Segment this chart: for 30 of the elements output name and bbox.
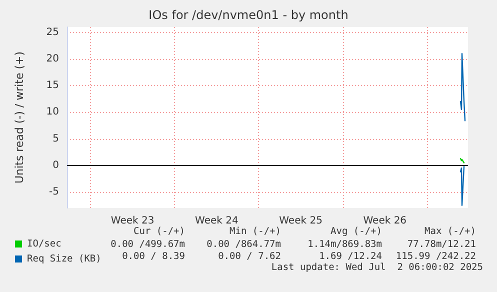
x-tick-label: Week 24 xyxy=(195,216,238,226)
text: Cur (-/+) xyxy=(134,226,185,237)
text: 1.69 /12.24 xyxy=(319,251,382,262)
text: 0.00 /864.77m xyxy=(206,238,281,250)
text: 0.00 / 7.62 xyxy=(218,251,281,262)
line-series xyxy=(460,166,465,206)
chart-title: IOs for /dev/nvme0n1 - by month xyxy=(148,8,348,22)
text: 77.78m/12.21 xyxy=(407,238,476,250)
x-tick-label: Week 23 xyxy=(110,216,154,226)
y-tick-label: 25 xyxy=(46,26,59,38)
text: Max (-/+) xyxy=(424,226,476,237)
x-tick-label: Week 26 xyxy=(363,216,407,226)
text: 1.14m/869.83m xyxy=(308,238,382,250)
text: 0.00 / 8.39 xyxy=(122,251,185,262)
legend-label: Req Size (KB) xyxy=(27,254,102,264)
y-tick-label: 15 xyxy=(46,80,59,92)
text: Last update: Wed Jul 2 06:00:02 2025 xyxy=(271,262,483,273)
y-tick-label: -5 xyxy=(49,186,59,198)
y-axis-title: Units read (-) / write (+) xyxy=(13,51,26,184)
y-tick-label: 20 xyxy=(46,53,59,64)
x-tick-label: Week 25 xyxy=(279,216,322,226)
text: 115.99 /242.22 xyxy=(396,251,476,262)
line-series xyxy=(460,53,466,122)
text: Min (-/+) xyxy=(230,226,281,237)
y-tick-label: 10 xyxy=(46,106,59,118)
text: 0.00 /499.67m xyxy=(110,238,185,250)
y-tick-label: 0 xyxy=(52,160,59,171)
legend-label: IO/sec xyxy=(27,238,62,250)
y-tick-label: 5 xyxy=(52,133,59,144)
text: Avg (-/+) xyxy=(330,226,382,237)
